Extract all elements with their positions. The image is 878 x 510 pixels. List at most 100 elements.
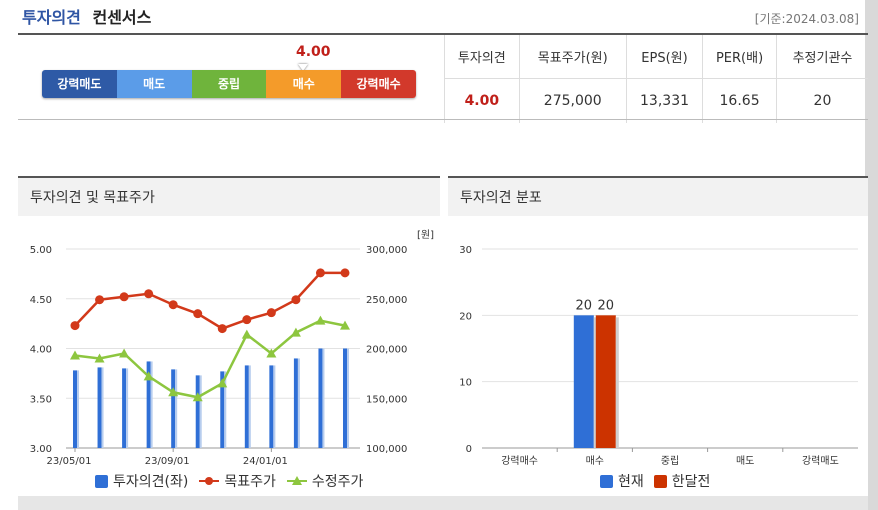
- opinion-distribution-chart-panel: 투자의견 분포 0 10 20 30 강력매수 매수 중립 매도 강력매도 20 20: [448, 176, 868, 496]
- y-left-tick-label: 3.50: [30, 394, 52, 405]
- bar-data-label: 20: [576, 298, 593, 313]
- target-price-point: [119, 292, 129, 302]
- x-tick-label: 24/01/01: [243, 456, 288, 467]
- opinion-gauge: 강력매도 매도 중립 매수 강력매수: [42, 70, 416, 98]
- adjusted-price-point: [168, 387, 179, 397]
- summary-header: 추정기관수: [775, 35, 868, 79]
- bottom-strip: [18, 496, 868, 510]
- legend-line-circle-icon: [199, 477, 220, 485]
- summary-table: 투자의견 목표주가(원) EPS(원) PER(배) 추정기관수 4.00 275,000…: [444, 35, 868, 123]
- opinion-bar-shade: [101, 367, 104, 448]
- target-price-point: [144, 289, 154, 299]
- y-tick-label: 10: [459, 378, 472, 389]
- gauge-segment: 매도: [116, 70, 192, 98]
- opinion-bar: [122, 368, 127, 448]
- y-tick-label: 30: [459, 245, 472, 256]
- y-tick-label: 0: [466, 444, 472, 455]
- gauge-segment: 중립: [191, 70, 267, 98]
- adjusted-price-point: [143, 371, 154, 381]
- y-left-tick-label: 5.00: [30, 245, 52, 256]
- opinion-bar-shade: [322, 348, 325, 448]
- chart-legend: 현재 한달전: [600, 471, 720, 491]
- opinion-bar-shade: [199, 375, 202, 448]
- summary-header: 투자의견: [444, 35, 520, 79]
- summary-header: EPS(원): [625, 35, 703, 79]
- bar-data-label: 20: [598, 298, 615, 313]
- adjusted-price-point: [119, 348, 130, 358]
- panel-title: 투자의견 분포: [448, 176, 868, 216]
- distribution-bar: [595, 315, 616, 448]
- target-price-point: [193, 309, 203, 319]
- legend-label: 현재: [618, 474, 644, 490]
- x-tick-label: 중립: [661, 454, 679, 467]
- y-right-tick-label: 250,000: [366, 295, 407, 306]
- adjusted-price-point: [217, 378, 228, 388]
- adjusted-price-point: [94, 353, 105, 363]
- summary-value: 275,000: [518, 78, 627, 123]
- opinion-distribution-chart: 0 10 20 30 강력매수 매수 중립 매도 강력매도 20 20: [459, 245, 858, 467]
- opinion-bar-shade: [77, 370, 79, 448]
- target-price-point: [340, 268, 350, 278]
- opinion-bar-shade: [347, 348, 349, 448]
- opinion-bar: [244, 365, 249, 448]
- legend-label: 한달전: [671, 474, 711, 490]
- summary-value: 20: [775, 78, 868, 123]
- legend-item: 현재: [600, 471, 644, 491]
- opinion-bar-shade: [224, 371, 227, 448]
- title-main: 투자의견: [22, 8, 81, 27]
- summary-header: PER(배): [702, 35, 777, 79]
- target-price-point: [168, 300, 178, 310]
- target-price-point: [242, 315, 252, 325]
- chart-legend: 투자의견(좌) 목표주가 수정주가: [95, 471, 373, 491]
- y-left-tick-label: 3.00: [30, 444, 52, 455]
- distribution-bar-shadow: [615, 317, 619, 448]
- x-tick-label: 23/09/01: [145, 456, 190, 467]
- panel-title: 투자의견 및 목표주가: [18, 176, 440, 216]
- x-tick-label: 강력매도: [802, 455, 839, 467]
- legend-square-icon: [95, 474, 108, 488]
- gauge-segment: 강력매수: [341, 70, 416, 98]
- target-price-point: [315, 268, 325, 278]
- page-title: 투자의견 컨센서스: [22, 4, 151, 32]
- opinion-bar-shade: [273, 365, 276, 448]
- adjusted-price-point: [192, 392, 203, 402]
- distribution-bar: [573, 315, 594, 448]
- adjusted-price-point: [70, 350, 80, 360]
- y-right-unit: [원]: [417, 229, 434, 241]
- legend-line-triangle-icon: [286, 476, 307, 485]
- y-tick-label: 20: [459, 311, 472, 322]
- y-right-tick-label: 100,000: [366, 444, 407, 455]
- adjusted-price-point: [340, 320, 350, 330]
- opinion-target-chart: 3.00 3.50 4.00 4.50 5.00 100,000 150,000 200,00…: [30, 229, 434, 467]
- gauge-value: 4.00: [296, 44, 331, 60]
- opinion-bar: [343, 348, 347, 448]
- opinion-bar-shade: [150, 361, 153, 448]
- adjusted-price-point: [266, 348, 277, 358]
- summary-divider: [18, 119, 868, 120]
- opinion-bar-shade: [248, 365, 251, 448]
- title-sub: 컨센서스: [92, 8, 152, 27]
- opinion-bar-shade: [126, 368, 129, 448]
- x-tick-label: 매수: [586, 455, 604, 467]
- x-tick-label: 강력매수: [501, 455, 538, 467]
- opinion-bar: [171, 369, 176, 448]
- gauge-segment: 매수: [266, 70, 342, 98]
- distribution-bar-shadow: [593, 317, 597, 448]
- opinion-bar: [293, 358, 298, 448]
- legend-item: 수정주가: [286, 471, 364, 491]
- opinion-bar: [269, 365, 274, 448]
- target-price-line: [74, 271, 345, 330]
- target-price-point: [70, 321, 80, 331]
- adjusted-price-point: [315, 315, 326, 325]
- target-price-point: [217, 324, 227, 334]
- y-left-tick-label: 4.50: [30, 295, 52, 306]
- legend-label: 투자의견(좌): [113, 474, 189, 490]
- gauge-segment: 강력매도: [42, 70, 117, 98]
- legend-label: 수정주가: [311, 474, 364, 490]
- adjusted-price-point: [241, 329, 252, 339]
- target-price-point: [266, 308, 276, 318]
- legend-item: 투자의견(좌): [95, 471, 188, 491]
- summary-value: 4.00: [444, 78, 520, 123]
- summary-value: 13,331: [625, 78, 703, 123]
